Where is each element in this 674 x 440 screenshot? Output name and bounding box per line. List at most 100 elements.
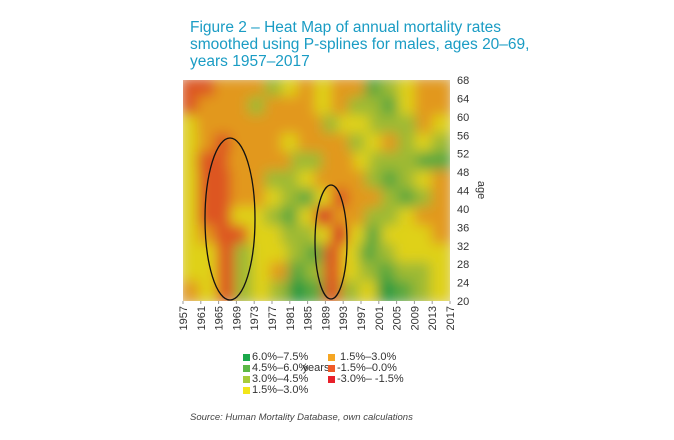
heatmap-cell: [432, 151, 450, 175]
heatmap-cell: [431, 80, 450, 101]
heatmap-cell: [376, 262, 399, 285]
heatmap-cell: [231, 188, 252, 211]
heatmap-cell: [198, 243, 221, 267]
heatmap-cell: [414, 225, 436, 248]
heatmap-cell: [314, 225, 336, 248]
heatmap-cell: [234, 280, 257, 301]
heatmap-cell: [414, 133, 436, 156]
heatmap-cell: [305, 243, 328, 267]
heatmap-cell: [183, 188, 202, 211]
x-tick-label: 2017: [445, 306, 457, 330]
heatmap-cell: [264, 206, 286, 230]
heatmap-cell: [414, 96, 436, 119]
legend-item: -1.5%–0.0%: [328, 363, 404, 374]
heatmap-cell: [297, 206, 319, 230]
y-tick-label: 68: [457, 75, 469, 87]
heatmap-cell: [359, 280, 381, 301]
heatmap-cell: [364, 96, 386, 119]
heatmap-cell: [414, 206, 436, 230]
heatmap-cell: [347, 80, 369, 101]
heatmap-cell: [341, 280, 363, 301]
heatmap-cell: [314, 80, 336, 101]
heatmap-cell: [338, 151, 358, 175]
x-tick-label: 1985: [303, 306, 315, 330]
legend-label: 6.0%–7.5%: [252, 351, 309, 363]
y-tick-label: 36: [457, 222, 469, 234]
heatmap-cell: [264, 133, 286, 156]
heatmap-cell: [400, 114, 421, 138]
heatmap-cell: [216, 262, 239, 285]
heatmap-cell: [400, 151, 421, 175]
heatmap-cell: [281, 225, 302, 248]
heatmap-cell: [287, 262, 310, 285]
x-tick-label: 1993: [338, 306, 350, 330]
heatmap-cell: [331, 133, 352, 156]
heatmap-cell: [183, 262, 203, 285]
heatmap-cell: [183, 80, 202, 101]
heatmap-cell: [305, 280, 328, 301]
heatmap-cell: [197, 96, 219, 119]
heatmap-cell: [381, 225, 402, 248]
legend-swatch: [243, 354, 250, 361]
heatmap-cell: [259, 151, 280, 175]
y-tick-label: 52: [457, 149, 469, 161]
heatmap-cell: [369, 114, 390, 138]
legend-item: 1.5%–3.0%: [243, 385, 308, 396]
legend-swatch: [328, 365, 335, 372]
heatmap-cell: [347, 225, 369, 248]
y-tick-label: 32: [457, 241, 469, 253]
heatmap-cell: [183, 280, 203, 301]
heatmap-cell: [264, 96, 286, 119]
chart-title: Figure 2 – Heat Map of annual mortality …: [190, 19, 530, 70]
heatmap-cell: [341, 262, 363, 285]
heatmap-cell: [270, 243, 292, 267]
legend-label: 1.5%–3.0%: [252, 384, 309, 396]
heatmap-cell: [243, 151, 264, 175]
y-tick-label: 20: [457, 296, 469, 308]
heatmap-cell: [394, 280, 417, 301]
x-tick-label: 1969: [231, 306, 243, 330]
y-tick-label: 40: [457, 204, 469, 216]
heatmap-cell: [183, 206, 202, 230]
heatmap-cell: [247, 133, 269, 156]
heatmap-cell: [323, 243, 346, 267]
heatmap-cell: [430, 262, 450, 285]
heatmap-cell: [432, 114, 450, 138]
heatmap-cell: [414, 80, 436, 101]
y-tick-label: 48: [457, 167, 469, 179]
heatmap-cell: [297, 96, 319, 119]
heatmap-cell: [297, 80, 319, 101]
heatmap-cell: [252, 262, 274, 285]
heatmap-cell: [397, 133, 419, 156]
heatmap-cell: [369, 151, 390, 175]
heatmap-cell: [381, 80, 402, 101]
heatmap-cell: [281, 80, 302, 101]
heatmap-cell: [364, 225, 386, 248]
y-tick-label: 56: [457, 130, 469, 142]
heatmap-cell: [281, 170, 302, 193]
legend-swatch: [243, 376, 250, 383]
heatmap-cell: [214, 225, 236, 248]
heatmap-cell: [197, 188, 219, 211]
heatmap-cell: [385, 151, 405, 175]
heatmap-cell: [412, 243, 435, 267]
heatmap-cell: [216, 243, 239, 267]
heatmap-cell: [243, 114, 264, 138]
heatmap-cell: [281, 188, 302, 211]
heatmap-cell: [297, 225, 319, 248]
heatmap-cell: [197, 80, 219, 101]
x-tick-label: 1981: [285, 306, 297, 330]
heatmap-cell: [228, 114, 248, 138]
x-tick-label: 1989: [320, 306, 332, 330]
heatmap-cell: [198, 262, 221, 285]
heatmap-cell: [306, 114, 327, 138]
heatmap-cell: [270, 262, 292, 285]
heatmap-cell: [183, 243, 203, 267]
heatmap-cell: [264, 80, 286, 101]
heatmap-cell: [416, 114, 437, 138]
heatmap-cell: [247, 80, 269, 101]
heatmap-cell: [297, 133, 319, 156]
heatmap-cell: [322, 114, 343, 138]
heatmap-cell: [381, 206, 402, 230]
